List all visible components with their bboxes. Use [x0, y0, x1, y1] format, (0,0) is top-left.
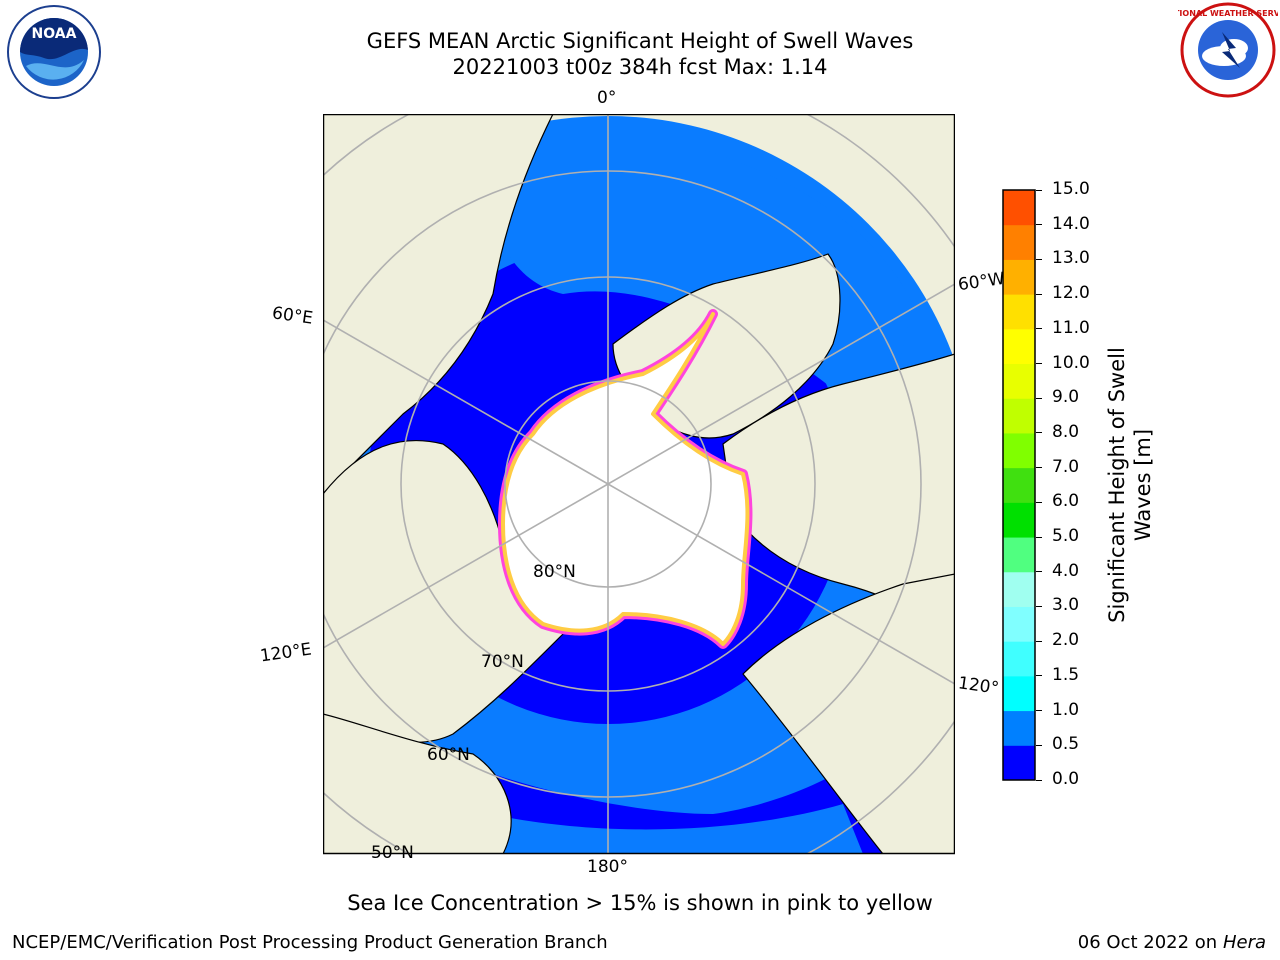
- footer-host: Hera: [1222, 932, 1266, 953]
- colorbar-tick-label: 2.0: [1052, 630, 1080, 651]
- scandinavia-land: [323, 114, 554, 495]
- colorbar-band: [1003, 745, 1035, 781]
- colorbar-tick-label: 5.0: [1052, 526, 1080, 547]
- lon-label-180: 180°: [587, 857, 628, 877]
- colorbar-band: [1003, 606, 1035, 642]
- colorbar-frame: [1002, 189, 1036, 781]
- colorbar-band: [1003, 502, 1035, 538]
- footer-date: 06 Oct 2022 on Hera: [1078, 932, 1266, 953]
- chart-title: GEFS MEAN Arctic Significant Height of S…: [366, 29, 914, 53]
- colorbar-band: [1003, 675, 1035, 712]
- colorbar-tick-mark: [1036, 258, 1042, 260]
- colorbar-band: [1003, 328, 1035, 365]
- colorbar-tick-mark: [1036, 744, 1042, 746]
- map-frame: [323, 114, 955, 855]
- longitude-gridlines: [323, 114, 955, 854]
- colorbar-tick-label: 12.0: [1052, 283, 1090, 304]
- colorbar-tick-mark: [1036, 328, 1042, 330]
- colorbar-tick-mark: [1036, 640, 1042, 642]
- colorbar-band: [1003, 537, 1035, 573]
- colorbar-tick-label: 1.0: [1052, 699, 1080, 720]
- colorbar-tick-label: 0.0: [1052, 769, 1080, 789]
- sea-ice: [501, 312, 750, 646]
- colorbar-tick-label: 3.0: [1052, 595, 1080, 616]
- far-east-land: [323, 713, 512, 854]
- colorbar-tick-mark: [1036, 779, 1042, 781]
- colorbar-band: [1003, 398, 1035, 434]
- colorbar-tick-mark: [1036, 710, 1042, 712]
- colorbar-tick-label: 14.0: [1052, 213, 1090, 234]
- footer-credit: NCEP/EMC/Verification Post Processing Pr…: [12, 932, 608, 953]
- lon-label-120e: 120°E: [258, 639, 313, 667]
- lon-label-60e: 60°E: [270, 303, 315, 329]
- colorbar-tick-mark: [1036, 501, 1042, 503]
- sea-ice-note: Sea Ice Concentration > 15% is shown in …: [347, 891, 933, 915]
- colorbar-tick-mark: [1036, 571, 1042, 573]
- colorbar-band: [1003, 571, 1035, 607]
- colorbar-tick-mark: [1036, 432, 1042, 434]
- polar-map: [323, 114, 955, 855]
- colorbar-tick-mark: [1036, 675, 1042, 677]
- colorbar-tick-mark: [1036, 605, 1042, 607]
- chart-subtitle: 20221003 t00z 384h fcst Max: 1.14: [452, 55, 828, 79]
- svg-text:NATIONAL WEATHER SERVICE: NATIONAL WEATHER SERVICE: [1178, 9, 1278, 18]
- colorbar-tick-label: 6.0: [1052, 491, 1080, 512]
- colorbar-tick-label: 1.5: [1052, 664, 1080, 685]
- colorbar-tick-label: 15.0: [1052, 179, 1090, 199]
- lon-label-60w: 60°W: [956, 268, 1007, 296]
- colorbar-tick-label: 8.0: [1052, 421, 1080, 442]
- colorbar-tick-label: 10.0: [1052, 352, 1090, 373]
- colorbar-band: [1003, 259, 1035, 295]
- colorbar-band: [1003, 710, 1035, 746]
- colorbar-tick-label: 4.0: [1052, 560, 1080, 581]
- pacific-outer-swell: [423, 794, 863, 854]
- lon-label-120w: 120°: [956, 673, 1001, 699]
- svg-text:NOAA: NOAA: [32, 26, 77, 42]
- colorbar-tick-label: 11.0: [1052, 317, 1090, 338]
- colorbar-band: [1003, 363, 1035, 399]
- colorbar-tick-mark: [1036, 189, 1042, 191]
- colorbar-band: [1003, 432, 1035, 469]
- colorbar: [1002, 189, 1036, 781]
- colorbar-tick-mark: [1036, 224, 1042, 226]
- colorbar-band: [1003, 641, 1035, 677]
- colorbar-tick-mark: [1036, 397, 1042, 399]
- lat-label-50n: 50°N: [371, 843, 414, 863]
- colorbar-band: [1003, 224, 1035, 260]
- colorbar-tick-label: 0.5: [1052, 734, 1080, 755]
- colorbar-band: [1003, 467, 1035, 503]
- colorbar-band: [1003, 190, 1035, 226]
- colorbar-title: Significant Height of Swell Waves [m]: [1105, 347, 1155, 623]
- colorbar-tick-mark: [1036, 536, 1042, 538]
- lat-label-80n: 80°N: [533, 562, 576, 582]
- colorbar-tick-label: 13.0: [1052, 248, 1090, 269]
- colorbar-tick-mark: [1036, 293, 1042, 295]
- colorbar-tick-mark: [1036, 467, 1042, 469]
- lat-label-60n: 60°N: [427, 745, 470, 765]
- colorbar-band: [1003, 294, 1035, 330]
- lon-label-0: 0°: [597, 88, 617, 108]
- footer-date-text: 06 Oct 2022 on: [1077, 932, 1223, 953]
- national-weather-service-logo: NATIONAL WEATHER SERVICE: [1178, 2, 1278, 98]
- noaa-logo: NOAA: [7, 5, 101, 99]
- colorbar-tick-label: 7.0: [1052, 456, 1080, 477]
- colorbar-tick-mark: [1036, 363, 1042, 365]
- colorbar-tick-label: 9.0: [1052, 387, 1080, 408]
- lat-label-70n: 70°N: [481, 652, 524, 672]
